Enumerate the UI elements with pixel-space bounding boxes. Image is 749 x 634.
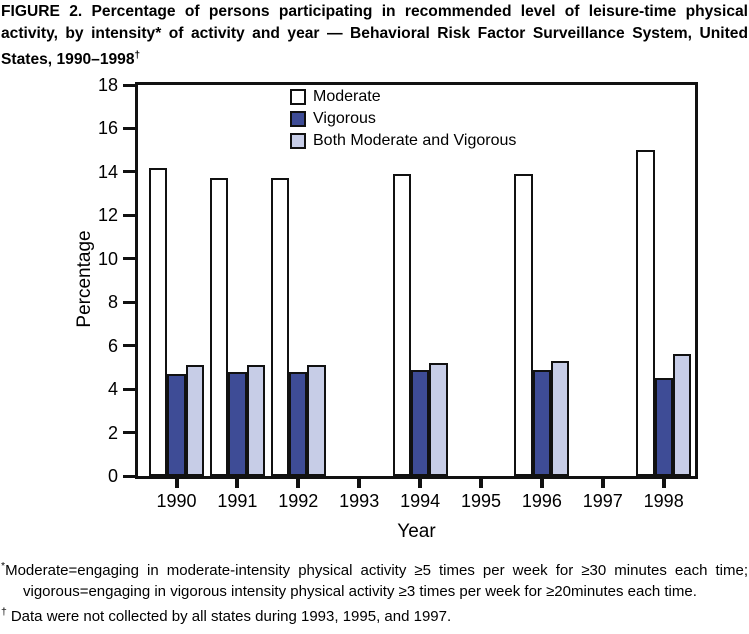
bar-both-moderate-and-vigorous-1998 [672,354,692,476]
x-tick-label-1990: 1990 [156,491,197,511]
footnotes: *Moderate=engaging in moderate-intensity… [1,556,748,628]
x-axis-title: Year [397,521,436,542]
bar-both-moderate-and-vigorous-1994 [429,363,448,476]
x-tick-label-1995: 1995 [460,491,502,511]
y-tick-label-8: 8 [107,292,118,313]
y-tick-label-12: 12 [97,205,118,226]
x-tick-1990 [174,479,179,488]
y-tick-label-16: 16 [97,118,118,139]
footnote-marker-asterisk: * [1,560,6,572]
footnote-intensity-definition: *Moderate=engaging in moderate-intensity… [1,556,748,602]
x-tick-label-1994: 1994 [400,491,441,511]
x-tick-label-1998: 1998 [643,491,684,511]
legend-label-both: Both Moderate and Vigorous [313,132,517,149]
footnote-text-dagger: Data were not collected by all states du… [10,608,452,625]
title-footnote-marker: † [134,50,141,61]
bar-vigorous-1992 [289,371,308,476]
y-tick-0 [123,474,135,478]
y-tick-18 [123,83,135,87]
y-tick-6 [123,344,135,348]
figure-title: FIGURE 2. Percentage of persons particip… [1,1,748,71]
y-axis-title: Percentage [74,230,95,328]
y-tick-2 [123,431,135,435]
bar-both-moderate-and-vigorous-1996 [551,360,570,476]
x-tick-1998 [661,479,666,488]
x-tick-1993 [357,479,362,488]
bar-moderate-1994 [392,174,411,476]
x-tick-1995 [479,479,483,488]
x-tick-label-1993: 1993 [339,491,380,511]
y-tick-12 [123,213,135,217]
legend-swatch-vigorous [290,111,306,127]
y-tick-label-18: 18 [97,75,118,95]
legend-label-vigorous: Vigorous [313,110,376,127]
y-tick-8 [123,300,135,304]
x-tick-1996 [539,479,544,488]
x-tick-label-1997: 1997 [582,491,623,511]
legend-item-both: Both Moderate and Vigorous [290,130,516,152]
y-tick-4 [123,387,135,391]
bar-both-moderate-and-vigorous-1992 [307,365,326,476]
x-tick-label-1991: 1991 [217,491,258,511]
y-tick-label-2: 2 [107,422,118,443]
y-tick-label-14: 14 [97,161,118,182]
bar-moderate-1998 [636,150,655,476]
legend-item-vigorous: Vigorous [290,108,516,130]
x-tick-1991 [235,479,240,488]
x-tick-label-1992: 1992 [278,491,319,511]
bar-vigorous-1990 [167,373,186,476]
y-tick-label-4: 4 [107,379,118,400]
legend-swatch-both [290,133,306,149]
y-tick-14 [123,170,135,174]
plot-area: Moderate Vigorous Both Moderate and Vigo… [98,75,698,511]
footnote-marker-dagger: † [1,606,7,618]
y-tick-label-0: 0 [107,466,118,486]
x-tick-1994 [418,479,423,488]
footnote-text-asterisk: Moderate=engaging in moderate-intensity … [5,562,748,600]
legend-item-moderate: Moderate [290,86,516,108]
x-tick-1997 [600,479,605,488]
bar-moderate-1991 [209,178,229,476]
bar-vigorous-1998 [654,378,673,476]
bar-moderate-1996 [514,174,533,476]
y-tick-label-10: 10 [97,248,118,269]
figure-title-text: FIGURE 2. Percentage of persons particip… [1,3,748,69]
bar-moderate-1992 [270,178,290,476]
legend-label-moderate: Moderate [313,88,381,105]
y-tick-16 [123,126,135,130]
x-tick-label-1996: 1996 [521,491,562,511]
y-tick-10 [123,257,135,261]
bar-both-moderate-and-vigorous-1990 [185,365,204,476]
y-tick-label-6: 6 [107,335,118,356]
x-tick-1992 [296,479,301,488]
bar-vigorous-1991 [228,371,247,476]
legend-swatch-moderate [290,89,306,105]
bar-vigorous-1996 [532,369,552,476]
footnote-missing-years: † Data were not collected by all states d… [1,602,748,628]
chart-legend: Moderate Vigorous Both Moderate and Vigo… [290,86,516,152]
bar-both-moderate-and-vigorous-1991 [246,365,265,476]
bar-vigorous-1994 [410,369,430,476]
bar-moderate-1990 [149,167,168,476]
